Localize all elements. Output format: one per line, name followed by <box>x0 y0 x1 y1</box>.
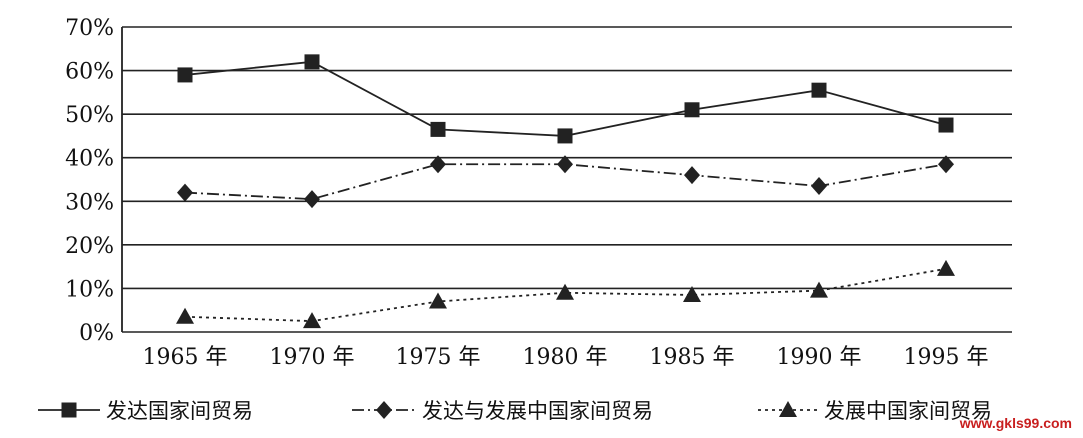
legend: 发达国家间贸易 发达与发展中国家间贸易 发展中国家间贸易 <box>38 399 992 423</box>
data-point-triangle <box>429 292 447 309</box>
y-tick-label: 70% <box>65 16 114 41</box>
watermark: www.gkls99.com <box>959 415 1072 431</box>
legend-label: 发达国家间贸易 <box>106 399 253 423</box>
data-point-triangle <box>937 259 955 276</box>
data-point-triangle <box>683 285 701 302</box>
data-point-triangle <box>303 312 321 329</box>
legend-marker-triangle <box>779 401 797 417</box>
data-point-diamond <box>811 177 827 196</box>
x-tick-label: 1970 年 <box>270 345 355 370</box>
data-point-square <box>177 67 193 83</box>
legend-marker-diamond <box>376 401 392 419</box>
series-markers <box>176 54 955 329</box>
data-point-diamond <box>304 190 320 209</box>
data-point-square <box>684 102 700 118</box>
data-point-square <box>811 82 827 98</box>
y-tick-label: 20% <box>65 234 114 259</box>
y-axis-ticks: 0% 10% 20% 30% 40% 50% 60% 70% <box>65 16 114 346</box>
x-tick-label: 1995 年 <box>904 345 989 370</box>
y-tick-label: 0% <box>79 321 114 346</box>
x-tick-label: 1980 年 <box>523 345 608 370</box>
x-tick-label: 1965 年 <box>143 345 228 370</box>
x-axis-ticks: 1965 年 1970 年 1975 年 1980 年 1985 年 1990 年 1995… <box>143 345 989 370</box>
data-point-square <box>938 117 954 133</box>
data-point-diamond <box>684 166 700 185</box>
y-tick-label: 40% <box>65 147 114 172</box>
data-point-diamond <box>177 183 193 202</box>
legend-label: 发达与发展中国家间贸易 <box>422 399 653 423</box>
x-tick-label: 1985 年 <box>650 345 735 370</box>
x-tick-label: 1990 年 <box>777 345 862 370</box>
y-tick-label: 10% <box>65 277 114 302</box>
series-lines <box>184 60 947 323</box>
data-point-square <box>304 54 320 70</box>
x-tick-label: 1975 年 <box>396 345 481 370</box>
y-tick-label: 60% <box>65 60 114 85</box>
data-point-diamond <box>557 155 573 174</box>
data-point-triangle <box>176 307 194 324</box>
legend-marker-square <box>61 402 77 418</box>
series-line-0 <box>184 60 947 137</box>
y-tick-label: 50% <box>65 103 114 128</box>
data-point-triangle <box>810 281 828 298</box>
data-point-triangle <box>556 283 574 300</box>
data-point-square <box>430 121 446 137</box>
y-tick-label: 30% <box>65 190 114 215</box>
legend-label: 发展中国家间贸易 <box>824 399 992 423</box>
data-point-square <box>557 128 573 144</box>
gridlines <box>121 26 1012 333</box>
data-point-diamond <box>430 155 446 174</box>
data-point-diamond <box>938 155 954 174</box>
